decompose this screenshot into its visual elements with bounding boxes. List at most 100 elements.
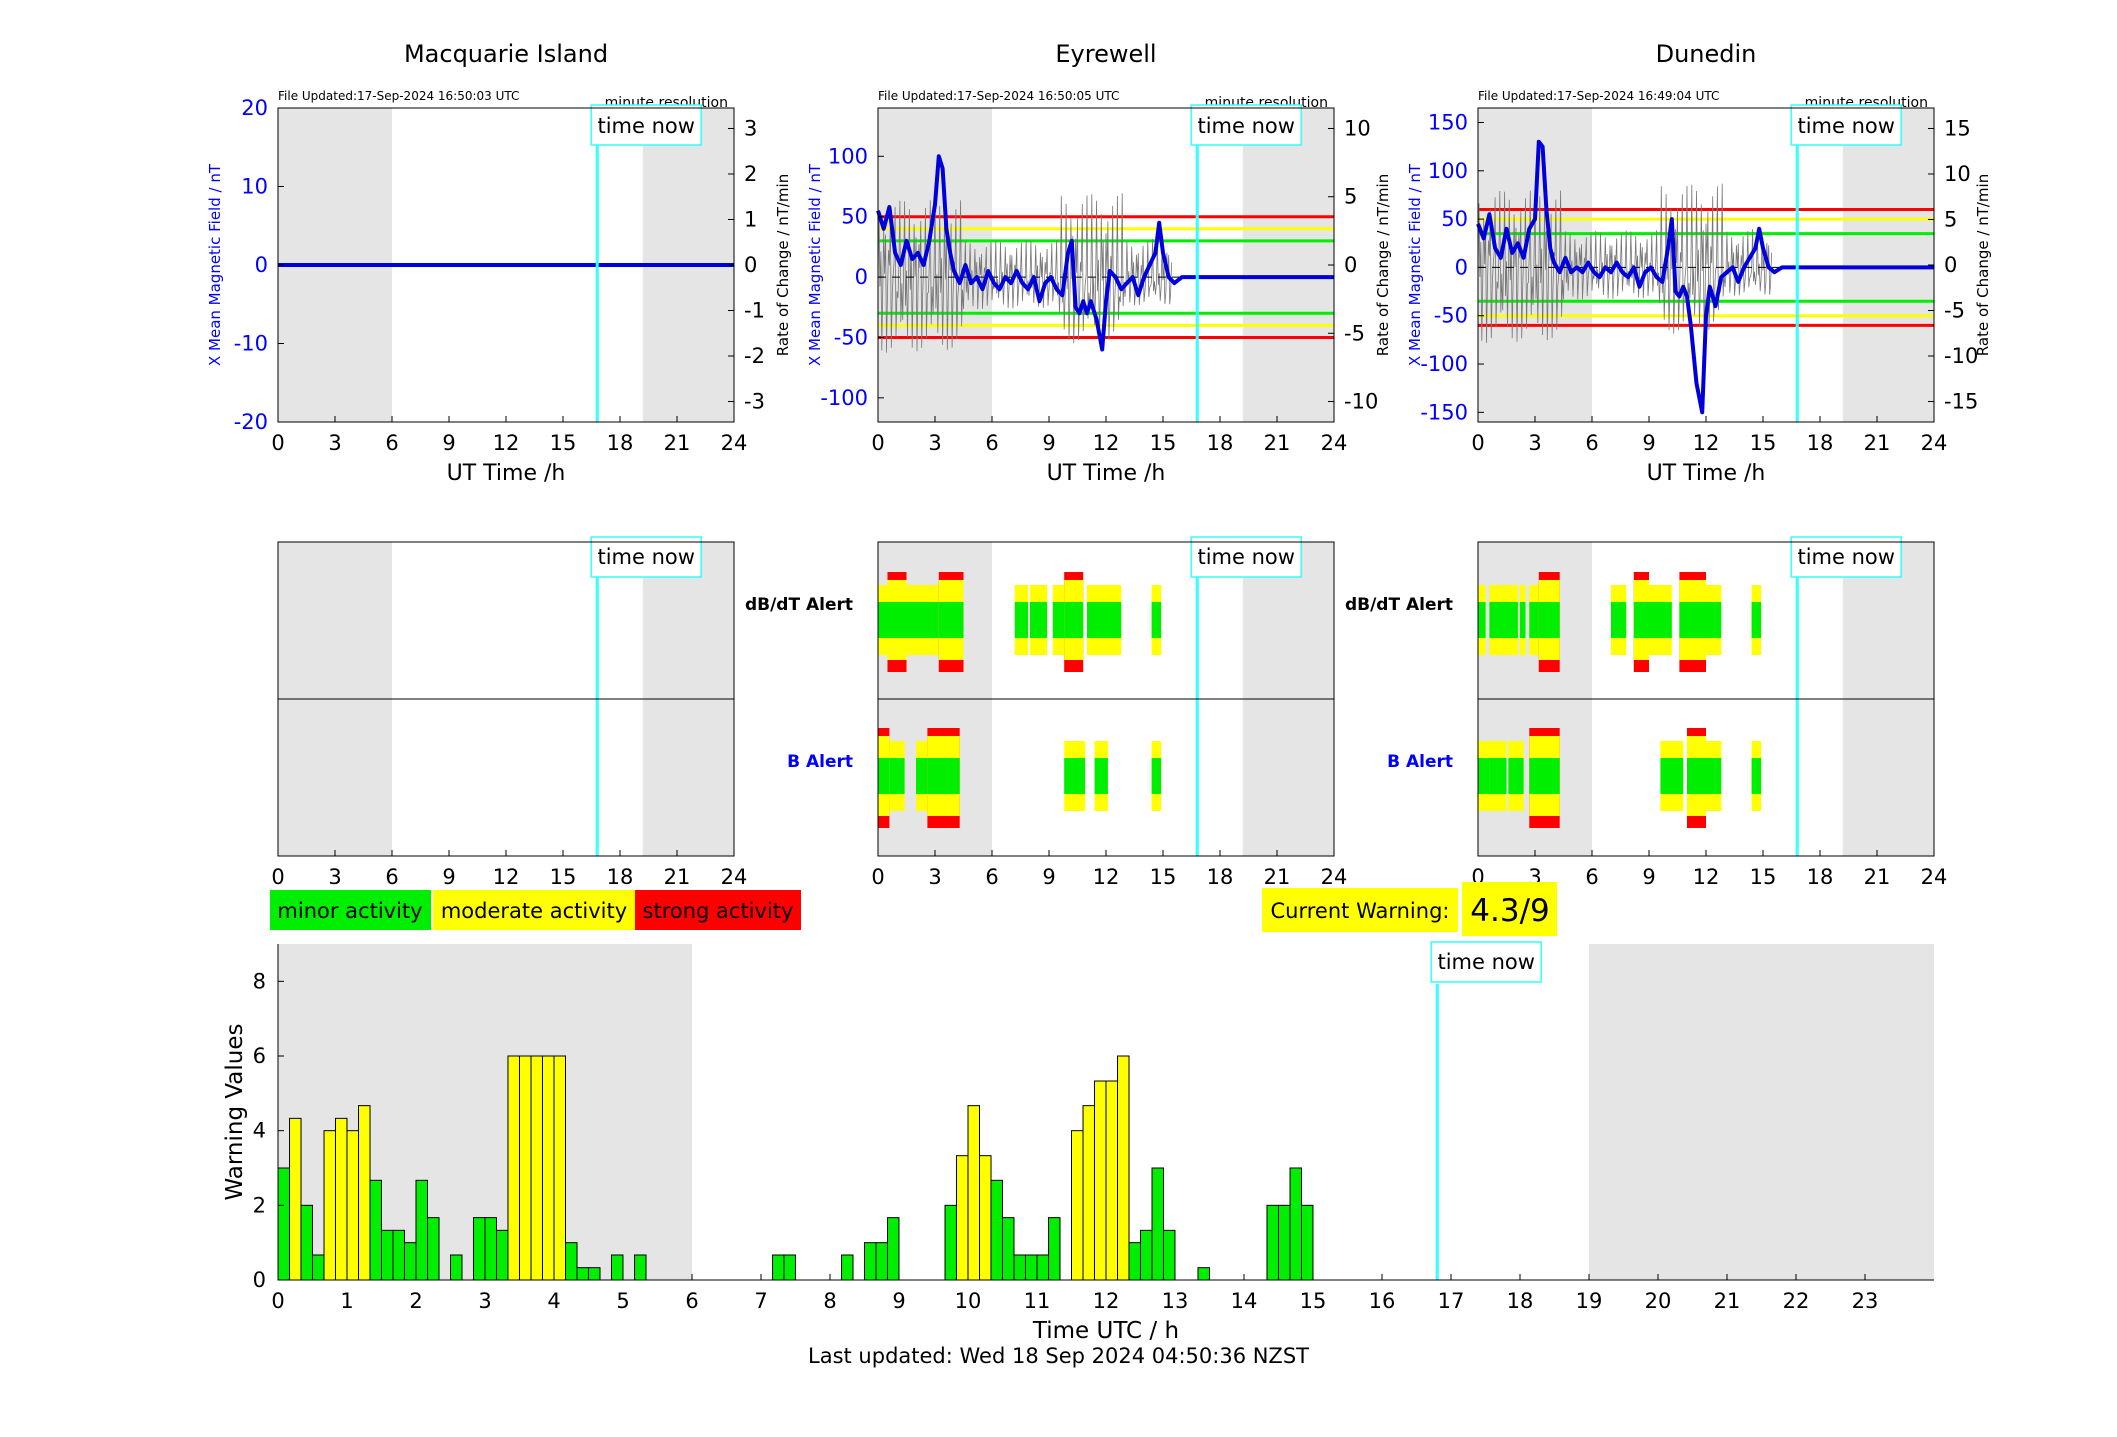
current-warning-box <box>1262 888 1458 932</box>
x-tick-label: 6 <box>985 865 998 889</box>
x-tick-label: 22 <box>1783 1289 1810 1313</box>
warning-bar <box>484 1217 497 1281</box>
x-tick-label: 15 <box>1750 431 1777 455</box>
alert-bar-minor <box>878 602 888 638</box>
alert-bar-minor <box>1151 758 1162 794</box>
x-tick-label: 9 <box>1042 431 1055 455</box>
time-now-label: time now <box>1197 114 1294 138</box>
warning-bar <box>1197 1267 1210 1281</box>
x-tick-label: 21 <box>1864 431 1891 455</box>
y-tick-label: 0 <box>1455 255 1468 279</box>
y-right-tick-label: 5 <box>1344 185 1357 209</box>
legend-minor-swatch <box>270 890 431 930</box>
x-tick-label: 24 <box>721 431 748 455</box>
alert-bar-minor <box>1751 758 1762 794</box>
legend-strong-label: strong activity <box>643 899 794 923</box>
warning-bar <box>358 1105 371 1281</box>
time-now-box <box>1790 536 1902 578</box>
warning-bar <box>1289 1167 1303 1281</box>
alert-bar-minor <box>1094 758 1108 794</box>
x-tick-label: 19 <box>1576 1289 1603 1313</box>
warning-bar <box>472 1217 486 1281</box>
warning-bar <box>783 1254 796 1281</box>
x-tick-label: 17 <box>1438 1289 1465 1313</box>
legend-minor-label: minor activity <box>277 899 422 923</box>
x-axis-label: UT Time /h <box>1647 461 1766 486</box>
y-right-axis-label: Rate of Change / nT/min <box>1974 174 1992 356</box>
current-warning-value: 4.3/9 <box>1470 893 1549 929</box>
x-tick-label: 4 <box>547 1289 560 1313</box>
warning-bar <box>967 1105 980 1281</box>
y-tick-label: -100 <box>820 386 868 410</box>
x-tick-label: 18 <box>607 865 634 889</box>
alert-bar-minor <box>1151 602 1162 638</box>
rate-of-change-trace <box>1477 183 1772 343</box>
warning-bar <box>955 1155 969 1281</box>
y-tick-label: 4 <box>253 1119 266 1143</box>
x-tick-label: 1 <box>340 1289 353 1313</box>
y-right-tick-label: -10 <box>1944 344 1978 368</box>
alert-bar-minor <box>1660 758 1684 794</box>
time-now-label: time now <box>1797 545 1894 569</box>
alert-bar-minor <box>1706 602 1722 638</box>
warning-bar <box>1071 1130 1084 1281</box>
time-now-label: time now <box>597 114 694 138</box>
warning-bar <box>588 1267 601 1281</box>
x-tick-label: 0 <box>271 431 284 455</box>
warning-bar <box>1093 1080 1107 1281</box>
alert-bar-minor <box>1649 602 1672 638</box>
alert-bar-minor <box>1030 602 1048 638</box>
station-title: Dunedin <box>1656 40 1757 68</box>
y-right-tick-label: -3 <box>744 390 765 414</box>
x-tick-label: 24 <box>1321 865 1348 889</box>
x-tick-label: 11 <box>1024 1289 1051 1313</box>
night-shading <box>1842 108 1934 422</box>
x-tick-label: 24 <box>1921 431 1948 455</box>
y-right-tick-label: 3 <box>744 116 757 140</box>
x-tick-label: 3 <box>478 1289 491 1313</box>
alert-bar-minor <box>1611 602 1627 638</box>
x-tick-label: 18 <box>607 431 634 455</box>
warning-bar <box>1266 1204 1279 1281</box>
x-tick-label: 0 <box>871 865 884 889</box>
x-tick-label: 21 <box>1864 865 1891 889</box>
y-tick-label: 6 <box>253 1044 266 1068</box>
warning-bar <box>1140 1229 1153 1281</box>
x-tick-label: 18 <box>1807 431 1834 455</box>
night-shading <box>1242 108 1334 422</box>
x-tick-label: 15 <box>1750 865 1777 889</box>
warning-bar <box>979 1155 992 1281</box>
x-tick-label: 9 <box>442 865 455 889</box>
x-tick-label: 5 <box>616 1289 629 1313</box>
x-tick-label: 21 <box>1714 1289 1741 1313</box>
time-now-label: time now <box>1797 114 1894 138</box>
alert-bar-minor <box>1489 602 1518 638</box>
warning-bar <box>1278 1204 1291 1281</box>
x-tick-label: 3 <box>928 431 941 455</box>
x-tick-label: 9 <box>892 1289 905 1313</box>
x-tick-label: 6 <box>1585 865 1598 889</box>
x-tick-label: 6 <box>385 865 398 889</box>
alert-bar-minor <box>1633 602 1649 638</box>
y-tick-label: 0 <box>253 1268 266 1292</box>
legend-moderate-swatch <box>433 890 635 930</box>
night-shading <box>1478 108 1592 422</box>
current-warning-label: Current Warning: <box>1271 899 1450 923</box>
y-tick-label: 0 <box>855 265 868 289</box>
warning-bar <box>530 1055 544 1281</box>
alert-bar-minor <box>1014 602 1029 638</box>
x-tick-label: 0 <box>271 1289 284 1313</box>
time-now-box <box>1190 104 1302 146</box>
y-right-tick-label: 0 <box>1944 253 1957 277</box>
x-tick-label: 15 <box>1300 1289 1327 1313</box>
warning-bar <box>289 1117 302 1281</box>
y-tick-label: 100 <box>1428 159 1468 183</box>
x-tick-label: 18 <box>1207 431 1234 455</box>
b-alert-label: B Alert <box>787 752 853 772</box>
y-right-tick-label: -15 <box>1944 390 1978 414</box>
x-tick-label: 13 <box>1162 1289 1189 1313</box>
y-tick-label: -50 <box>834 325 868 349</box>
warning-bar <box>427 1217 440 1281</box>
warning-bar <box>1002 1217 1015 1281</box>
x-tick-label: 0 <box>1471 431 1484 455</box>
